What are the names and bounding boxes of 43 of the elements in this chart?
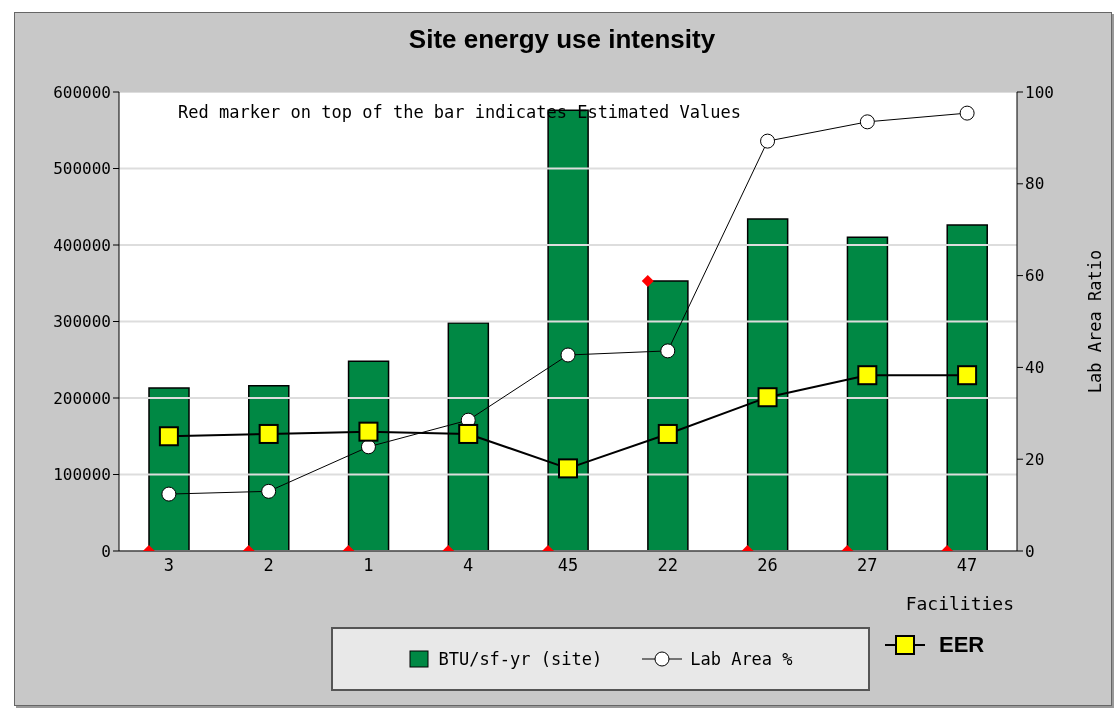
y-tick-label: 0	[101, 541, 111, 561]
y2-tick-label: 20	[1025, 449, 1045, 469]
y2-tick-label: 0	[1025, 541, 1035, 561]
legend-label: BTU/sf-yr (site)	[438, 649, 603, 669]
point	[360, 439, 376, 455]
y2-tick-label: 40	[1025, 358, 1045, 378]
x-tick-label: 1	[363, 555, 374, 576]
y2-tick-label: 100	[1025, 82, 1054, 102]
y-tick-label: 600000	[53, 82, 111, 102]
x-tick-label: 4	[463, 555, 474, 576]
x-tick-label: 27	[857, 555, 878, 576]
y-tick-label: 400000	[53, 235, 111, 255]
point	[358, 421, 379, 442]
point	[560, 347, 576, 363]
x-tick-label: 3	[163, 555, 175, 576]
y-tick-label: 100000	[53, 465, 111, 485]
y-tick-label: 300000	[53, 312, 111, 332]
y2-axis-title: Lab Area Ratio	[1085, 249, 1106, 394]
point	[261, 483, 277, 499]
point	[258, 423, 279, 444]
point	[660, 343, 676, 359]
x-tick-label: 26	[757, 555, 778, 576]
x-tick-label: 2	[263, 555, 274, 576]
legend-label: Lab Area %	[690, 649, 793, 669]
point	[158, 426, 179, 447]
point	[857, 365, 878, 386]
y-tick-label: 500000	[53, 159, 111, 179]
point	[657, 423, 678, 444]
point	[957, 365, 978, 386]
point	[558, 458, 578, 479]
x-tick-label: 22	[657, 555, 679, 576]
point	[458, 423, 479, 444]
y2-tick-label: 80	[1025, 174, 1045, 194]
legend-label: EER	[939, 632, 985, 658]
x-tick-label: 45	[557, 555, 579, 576]
y2-tick-label: 60	[1025, 266, 1045, 286]
point	[757, 387, 778, 408]
annotation: Red marker on top of the bar indicates Estimated Values	[178, 102, 741, 122]
x-axis-title: Facilities	[905, 593, 1014, 614]
x-tick-label: 47	[956, 555, 978, 576]
y-tick-label: 200000	[53, 388, 111, 408]
chart-title: Site energy use intensity	[407, 24, 717, 55]
point	[161, 486, 177, 502]
